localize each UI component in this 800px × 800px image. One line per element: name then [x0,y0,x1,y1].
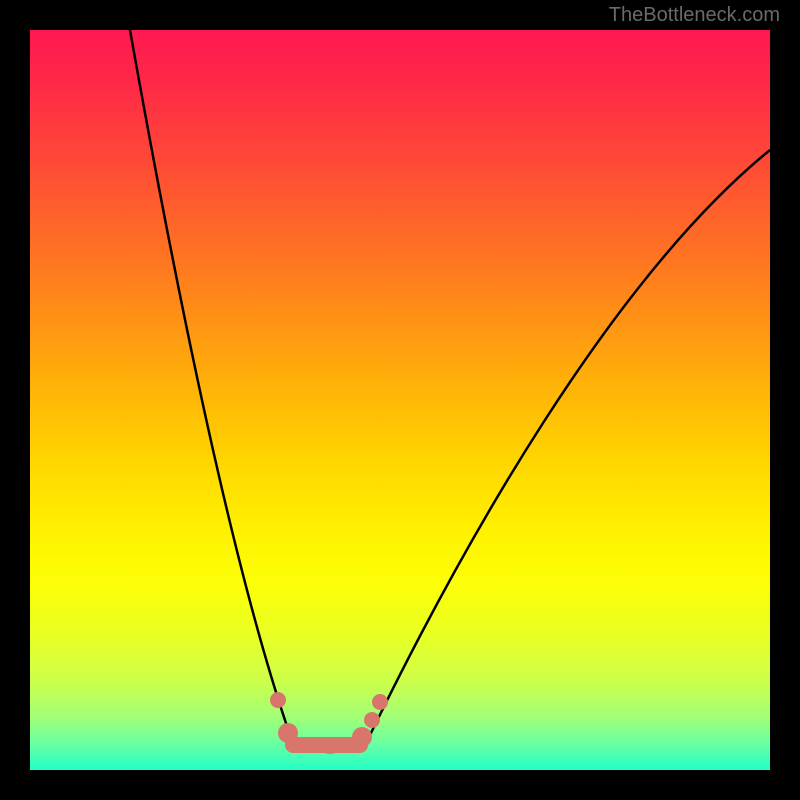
marker-point [270,692,286,708]
marker-group [270,692,388,747]
watermark-text: TheBottleneck.com [609,4,780,27]
marker-point [278,723,298,743]
marker-point [372,694,388,710]
curve-left-branch [130,30,290,735]
marker-point [352,727,372,747]
curve-right-branch [370,150,770,735]
plot-area [30,30,770,770]
curve-layer [30,30,770,770]
marker-point [364,712,380,728]
